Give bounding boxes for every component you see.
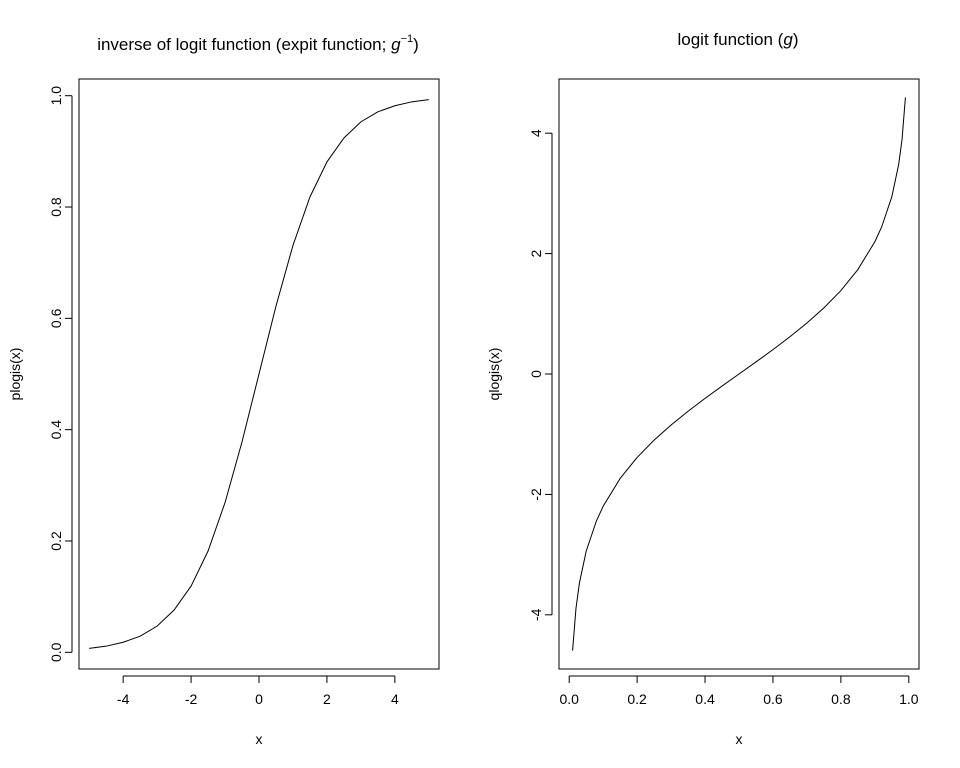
expit-x-axis: -4 -2 0 2 4 [117, 675, 399, 707]
expit-y-axis: 0.0 0.2 0.4 0.6 0.8 1.0 [48, 86, 73, 662]
expit-x-tick-label: -4 [117, 691, 130, 707]
logit-y-axis-label: qlogis(x) [486, 348, 502, 401]
expit-y-tick-label: 0.4 [48, 420, 64, 440]
expit-plot-frame [78, 78, 440, 670]
expit-y-tick-label: 0.6 [48, 308, 64, 328]
logit-x-tick-label: 0.4 [695, 691, 715, 707]
logit-x-axis-label: x [736, 731, 743, 747]
expit-y-tick-label: 0.8 [48, 197, 64, 217]
logit-panel: logit function (g) 0.0 0.2 0.4 0.6 0.8 1.0 -4… [486, 30, 920, 747]
expit-y-tick-label: 0.2 [48, 531, 64, 551]
logit-x-tick-label: 0.2 [627, 691, 647, 707]
expit-y-tick-label: 0.0 [48, 642, 64, 662]
logit-x-tick-label: 1.0 [899, 691, 919, 707]
expit-x-tick-label: 0 [255, 691, 263, 707]
logit-y-axis: -4 -2 0 2 4 [528, 129, 553, 621]
expit-x-tick-label: -2 [185, 691, 198, 707]
expit-x-tick-label: 4 [391, 691, 399, 707]
logit-chart-title: logit function (g) [678, 30, 799, 49]
logit-curve [572, 97, 906, 651]
expit-x-axis-label: x [256, 731, 263, 747]
logit-x-tick-label: 0.8 [831, 691, 851, 707]
expit-curve [89, 99, 429, 649]
expit-x-tick-label: 2 [323, 691, 331, 707]
expit-y-tick-label: 1.0 [48, 86, 64, 106]
expit-y-axis-label: plogis(x) [7, 348, 23, 401]
expit-panel: inverse of logit function (expit functio… [7, 33, 440, 747]
logit-y-tick-label: -2 [528, 488, 544, 501]
logit-x-axis: 0.0 0.2 0.4 0.6 0.8 1.0 [559, 675, 919, 707]
logit-x-tick-label: 0.0 [559, 691, 579, 707]
logit-y-tick-label: 2 [528, 249, 544, 257]
logit-y-tick-label: 4 [528, 129, 544, 137]
logit-y-tick-label: 0 [528, 370, 544, 378]
expit-chart-title: inverse of logit function (expit functio… [97, 33, 419, 54]
logit-x-tick-label: 0.6 [763, 691, 783, 707]
logit-plot-frame [558, 78, 920, 670]
logit-y-tick-label: -4 [528, 608, 544, 621]
